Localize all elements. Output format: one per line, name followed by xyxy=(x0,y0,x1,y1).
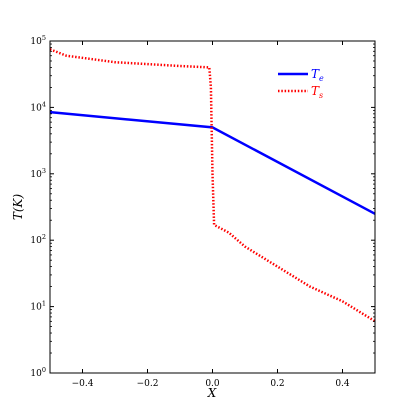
y-tick-label: 100 xyxy=(30,366,46,379)
x-tick-label: 0.2 xyxy=(270,379,284,389)
y-tick-label: 103 xyxy=(30,167,46,180)
plot-lines xyxy=(49,48,376,323)
x-tick-label: −0.2 xyxy=(137,379,159,389)
y-tick-label: 105 xyxy=(30,34,46,47)
x-tick-label: 0.4 xyxy=(335,379,350,389)
y-axis-label: T(K) xyxy=(11,194,25,221)
legend-label-ts: Ts xyxy=(311,84,323,100)
x-tick-label: 0.0 xyxy=(205,379,220,389)
x-tick-label: −0.4 xyxy=(72,379,94,389)
y-tick-label: 104 xyxy=(30,100,46,113)
y-tick-label: 102 xyxy=(30,233,46,246)
x-axis: −0.4 −0.2 0.0 0.2 0.4 xyxy=(72,41,350,389)
legend-label-te: Te xyxy=(311,67,324,83)
y-tick-label: 101 xyxy=(30,300,46,313)
legend: Te Ts xyxy=(278,67,324,100)
y-axis: 100 101 102 103 104 105 xyxy=(30,34,375,379)
x-axis-label: X xyxy=(207,386,217,400)
series-line-ts xyxy=(49,48,376,323)
